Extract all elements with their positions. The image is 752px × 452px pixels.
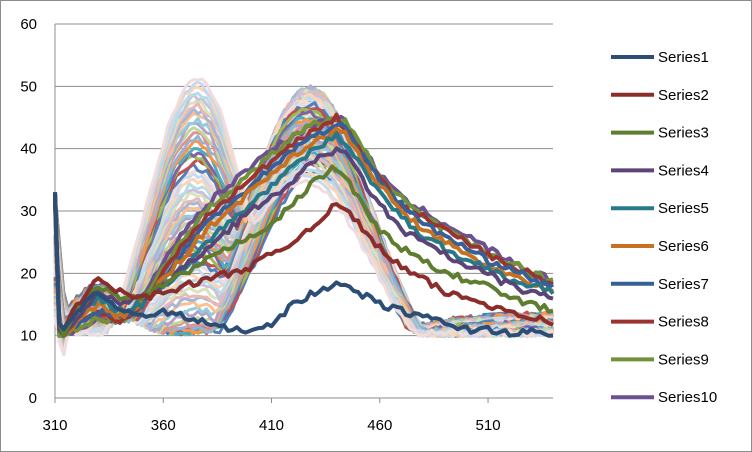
series-line-6 xyxy=(53,126,555,338)
series-line-1 xyxy=(53,192,554,338)
y-tick-label: 30 xyxy=(20,203,37,220)
x-tick-labels: 310 360 410 460 510 xyxy=(42,398,501,434)
legend-label: Series4 xyxy=(658,162,709,179)
legend-label: Series9 xyxy=(658,351,709,368)
legend-label: Series10 xyxy=(658,389,717,406)
series-lines xyxy=(53,112,555,338)
y-tick-labels: 0 10 20 30 40 50 60 xyxy=(20,16,37,407)
legend-label: Series2 xyxy=(658,87,709,104)
x-tick-label: 460 xyxy=(367,417,392,434)
x-tick-label: 410 xyxy=(259,417,284,434)
legend-label: Series6 xyxy=(658,238,709,255)
series-line-5 xyxy=(53,131,555,338)
legend-label: Series5 xyxy=(658,200,709,217)
legend: Series1 Series2 Series3 Series4 Series5 Serie… xyxy=(611,49,717,406)
x-tick-label: 310 xyxy=(42,417,67,434)
y-tick-label: 20 xyxy=(20,265,37,282)
y-tick-label: 40 xyxy=(20,141,37,158)
y-tick-label: 60 xyxy=(20,16,37,33)
y-tick-label: 50 xyxy=(20,78,37,95)
y-tick-label: 0 xyxy=(29,390,37,407)
extra-series-line xyxy=(53,96,553,333)
y-tick-label: 10 xyxy=(20,328,37,345)
legend-label: Series7 xyxy=(658,276,709,293)
legend-label: Series3 xyxy=(658,125,709,142)
x-tick-label: 510 xyxy=(476,417,501,434)
x-tick-label: 360 xyxy=(151,417,176,434)
legend-label: Series8 xyxy=(658,314,709,331)
series-line-2 xyxy=(53,192,554,332)
legend-label: Series1 xyxy=(658,49,709,66)
